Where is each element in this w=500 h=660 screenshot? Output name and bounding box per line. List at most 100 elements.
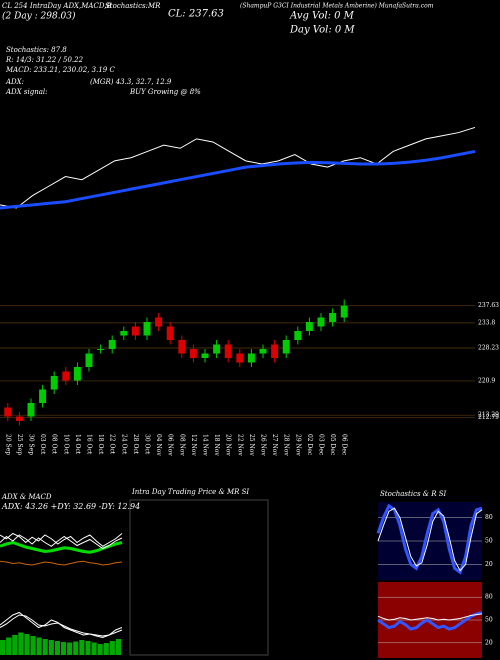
info-text: BUY Growing @ 8% (129, 88, 201, 96)
candle-body (97, 349, 105, 350)
series-line (0, 126, 476, 209)
candle-body (317, 317, 325, 327)
info-text: ADX: (5, 78, 24, 86)
intraday-box (129, 499, 269, 656)
x-tick-label: 18 Nov (213, 434, 220, 456)
candle-body (85, 353, 93, 367)
y-tick-label: 80 (485, 594, 493, 601)
info-text: MACD: 233.21, 230.02, 3.19 C (5, 66, 115, 74)
macd-bar (73, 641, 79, 655)
candle-body (213, 344, 221, 354)
macd-bar (42, 639, 48, 655)
y-tick-label: 233.8 (478, 319, 495, 326)
header-text: (ShampuP G3CI Industrial Metals Amberine… (240, 3, 434, 10)
panel-title: Stochastics & R SI (380, 490, 447, 498)
macd-bar (79, 640, 85, 655)
x-tick-label: 18 Oct (97, 434, 104, 455)
candle-body (131, 326, 139, 336)
x-tick-label: 30 Sep (28, 434, 35, 455)
y-tick-label: 20 (485, 639, 493, 646)
x-tick-label: 04 Nov (155, 434, 162, 456)
candle-body (62, 371, 70, 381)
x-tick-label: 02 Dec (306, 434, 313, 456)
macd-bar (24, 634, 30, 655)
candle-body (282, 340, 290, 354)
x-tick-label: 30 Oct (144, 434, 151, 455)
x-tick-label: 27 Nov (271, 434, 278, 456)
macd-bar (103, 643, 109, 655)
header-text: CL 254 IntraDay ADX,MACD,B (2, 2, 112, 10)
macd-bar (54, 641, 60, 655)
x-tick-label: 06 Nov (167, 434, 174, 456)
x-tick-label: 25 Nov (248, 434, 255, 456)
panel-title: ADX & MACD (1, 493, 52, 501)
macd-bar (6, 637, 12, 655)
macd-bar (115, 639, 121, 655)
macd-bar (36, 637, 42, 655)
candle-body (39, 389, 47, 403)
info-text: ADX signal: (5, 88, 47, 96)
candle-body (236, 353, 244, 363)
series-line (0, 540, 123, 554)
y-tick-label: 237.63 (478, 302, 499, 309)
info-text: Stochastics: 87.8 (6, 46, 67, 54)
series-line (0, 560, 123, 566)
x-tick-label: 14 Nov (202, 434, 209, 456)
candle-body (120, 331, 128, 336)
y-tick-label: 213.29 (478, 412, 499, 419)
series-line (377, 613, 483, 621)
x-tick-label: 08 Nov (178, 434, 185, 456)
series-line (0, 532, 123, 547)
close-text: CL: 237.63 (168, 9, 224, 20)
candle-body (166, 326, 174, 340)
y-tick-label: 80 (485, 514, 493, 521)
macd-bar (67, 642, 73, 655)
x-tick-label: 08 Oct (51, 434, 58, 455)
info-text: R: 14/3: 31.22 / 50.22 (5, 56, 84, 64)
header-text: Stochastics:MR (105, 2, 161, 10)
x-tick-label: 29 Nov (294, 434, 301, 456)
macd-bar (48, 640, 54, 655)
x-tick-label: 20 Nov (225, 434, 232, 456)
x-tick-label: 10 Oct (62, 434, 69, 455)
x-tick-label: 03 Dec (318, 434, 325, 456)
x-tick-label: 26 Nov (260, 434, 267, 456)
candle-body (329, 313, 337, 322)
macd-bar (91, 642, 97, 655)
candle-body (271, 344, 279, 358)
x-tick-label: 12 Nov (190, 434, 197, 456)
x-tick-label: 16 Oct (86, 434, 93, 455)
y-tick-label: 212.79 (478, 414, 499, 421)
y-tick-label: 220.9 (478, 377, 495, 384)
x-tick-label: 03 Oct (39, 434, 46, 455)
candle-body (143, 322, 151, 336)
candle-body (108, 340, 116, 349)
candle-body (155, 317, 163, 327)
x-tick-label: 22 Oct (109, 434, 116, 455)
candle-body (27, 403, 35, 417)
x-tick-label: 24 Oct (120, 434, 127, 455)
candle-body (15, 416, 23, 421)
header-text: (2 Day : 298.03) (2, 11, 76, 22)
macd-bar (18, 632, 24, 655)
candle-body (259, 349, 267, 354)
x-tick-label: 25 Sep (16, 434, 23, 455)
panel-annotation: ADX: 43.26 +DY: 32.69 -DY: 12.94 (1, 502, 140, 511)
candle-body (50, 376, 58, 390)
info-text: (MGR) 43.3, 32.7, 12.9 (90, 78, 172, 86)
header-text: Avg Vol: 0 M (289, 11, 355, 22)
macd-bar (109, 641, 115, 655)
candle-body (178, 340, 186, 354)
series-line (377, 507, 483, 572)
x-tick-label: 06 Dec (341, 434, 348, 456)
y-tick-label: 228.23 (478, 344, 499, 351)
macd-bar (30, 636, 36, 655)
x-tick-label: 05 Dec (329, 434, 336, 456)
header-text: Day Vol: 0 M (289, 25, 355, 36)
macd-bar (12, 635, 18, 655)
y-tick-label: 50 (485, 538, 493, 545)
x-tick-label: 28 Oct (132, 434, 139, 455)
candle-body (294, 331, 302, 340)
series-line (0, 149, 476, 210)
